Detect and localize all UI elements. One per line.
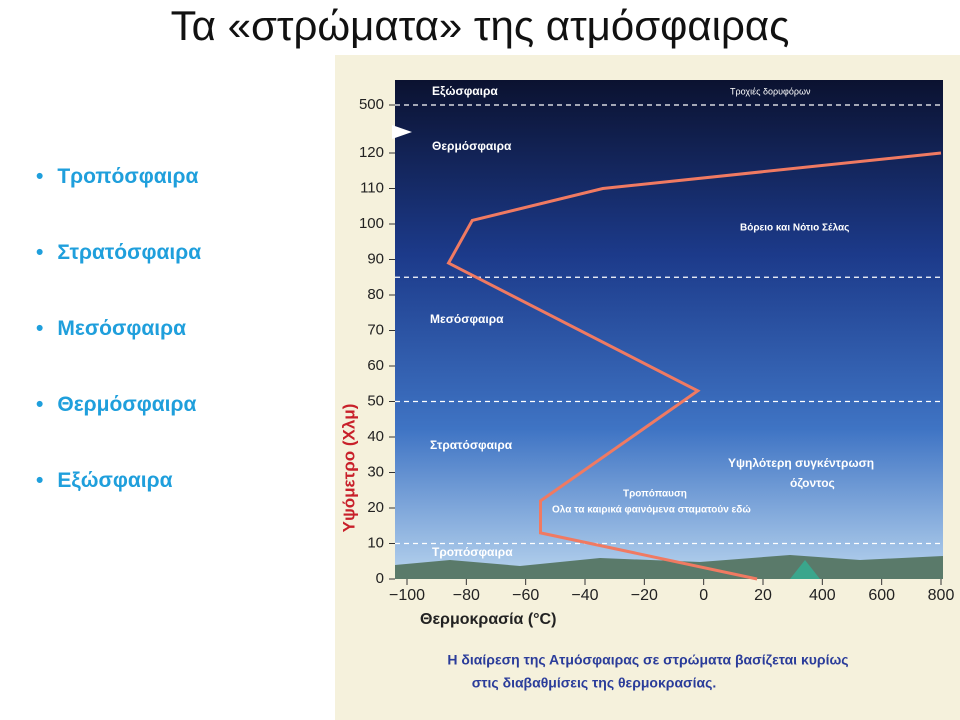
y-tick-label: 30: [367, 463, 384, 480]
slide-title: Τα «στρώματα» της ατμόσφαιρας: [170, 2, 790, 49]
x-tick-label: 20: [754, 587, 772, 604]
x-tick-label: −40: [571, 587, 598, 604]
y-tick-label: 20: [367, 499, 384, 516]
x-tick-label: 800: [928, 587, 955, 604]
bullet: Στρατόσφαιρα: [36, 241, 201, 317]
y-axis-label: Υψόμετρο (Χλμ): [339, 404, 358, 533]
layer-annotation: Τροπόσφαιρα: [432, 545, 513, 559]
layer-annotation: Τροπόπαυση: [623, 489, 687, 500]
x-tick-label: 600: [868, 587, 895, 604]
bullet: Θερμόσφαιρα: [36, 393, 201, 469]
layer-annotation: όζοντος: [790, 476, 835, 490]
layer-annotation: Μεσόσφαιρα: [430, 312, 504, 326]
caption: Η διαίρεση της Ατμόσφαιρας σε στρώματα β…: [447, 652, 848, 668]
x-tick-label: −60: [512, 587, 539, 604]
layer-annotation: Βόρειο και Νότιο Σέλας: [740, 223, 849, 234]
temperature-line: [446, 151, 942, 581]
axis-break: [392, 125, 412, 139]
axis-break: [790, 560, 820, 579]
bullet: Μεσόσφαιρα: [36, 317, 201, 393]
bullet-list: ΤροπόσφαιραΣτρατόσφαιραΜεσόσφαιραΘερμόσφ…: [36, 165, 201, 545]
layer-annotation: Υψηλότερη συγκέντρωση: [728, 456, 874, 470]
y-tick-label: 120: [359, 144, 384, 161]
y-tick-label: 70: [367, 321, 384, 338]
layer-annotation: Θερμόσφαιρα: [432, 139, 512, 153]
x-axis-label: Θερμοκρασία (°C): [420, 611, 556, 628]
y-tick-label: 80: [367, 286, 384, 303]
bullet: Τροπόσφαιρα: [36, 165, 201, 241]
x-tick-label: 400: [809, 587, 836, 604]
y-tick-label: 0: [376, 570, 384, 587]
y-tick-label: 500: [359, 96, 384, 113]
layer-annotation: Στρατόσφαιρα: [430, 438, 513, 452]
y-tick-label: 10: [367, 534, 384, 551]
layer-annotation: Ολα τα καιρικά φαινόμενα σταματούν εδώ: [552, 505, 751, 516]
x-tick-label: 0: [699, 587, 708, 604]
y-tick-label: 110: [360, 179, 384, 196]
layer-annotation: Εξώσφαιρα: [432, 84, 498, 98]
x-tick-label: −100: [389, 587, 425, 604]
y-tick-label: 40: [367, 428, 384, 445]
y-tick-label: 50: [367, 392, 384, 409]
x-tick-label: −20: [631, 587, 658, 604]
layer-annotation: Τροχιές δορυφόρων: [730, 86, 811, 96]
y-tick-label: 100: [359, 215, 384, 232]
caption: στις διαβαθμίσεις της θερμοκρασίας.: [472, 675, 717, 691]
y-tick-label: 90: [367, 250, 384, 267]
x-tick-label: −80: [453, 587, 480, 604]
y-tick-label: 60: [367, 357, 384, 374]
bullet: Εξώσφαιρα: [36, 469, 201, 545]
